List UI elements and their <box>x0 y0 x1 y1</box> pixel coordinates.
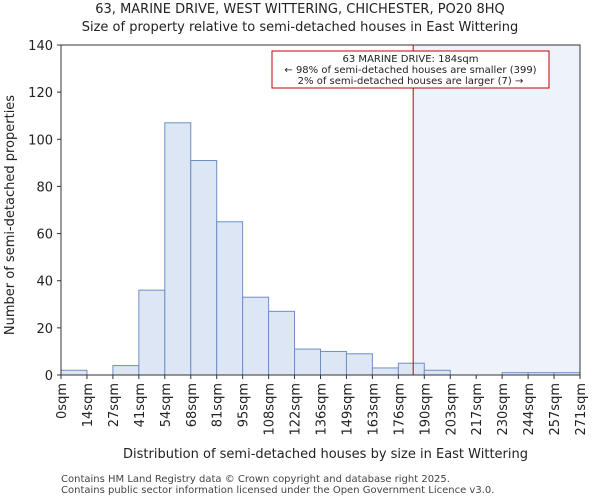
y-tick-label: 60 <box>36 228 53 243</box>
x-tick-label: 68sqm <box>185 383 200 427</box>
x-tick-label: 203sqm <box>444 383 459 436</box>
x-tick-label: 149sqm <box>340 383 355 436</box>
x-tick-label: 108sqm <box>263 383 278 436</box>
y-tick-label: 0 <box>45 369 53 384</box>
x-tick-label: 122sqm <box>289 383 304 436</box>
histogram-bar <box>164 122 192 376</box>
larger-region-shade <box>413 45 580 375</box>
chart-title-line1: 63, MARINE DRIVE, WEST WITTERING, CHICHE… <box>95 2 505 17</box>
y-tick-label: 140 <box>28 39 53 54</box>
x-tick-label: 257sqm <box>548 383 563 436</box>
x-tick-label: 14sqm <box>81 383 96 427</box>
histogram-bar <box>371 367 399 376</box>
x-tick-label: 0sqm <box>55 383 70 419</box>
histogram-bar <box>138 289 166 376</box>
histogram-bar <box>345 353 373 376</box>
y-tick-label: 120 <box>28 86 53 101</box>
x-tick-label: 244sqm <box>522 383 537 436</box>
histogram-bar <box>423 369 451 376</box>
x-tick-label: 41sqm <box>133 383 148 427</box>
histogram-bar <box>190 160 218 376</box>
histogram-bar <box>112 365 140 376</box>
x-tick-label: 176sqm <box>392 383 407 436</box>
y-tick-label: 100 <box>28 133 53 148</box>
histogram-bar <box>268 310 296 376</box>
histogram-bar <box>320 350 347 376</box>
footer-line2: Contains public sector information licen… <box>61 485 495 496</box>
histogram-bar <box>397 362 425 376</box>
x-tick-label: 190sqm <box>418 383 433 436</box>
histogram-chart: 0 20 40 60 80 100 120 140 0sqm 14sqm 27sqm 41sqm 54s… <box>3 39 589 462</box>
chart-title-line2: Size of property relative to semi-detach… <box>81 20 519 35</box>
y-tick-label: 40 <box>36 275 53 290</box>
x-tick-label: 271sqm <box>574 383 589 436</box>
annotation-line-2: ← 98% of semi-detached houses are smalle… <box>284 65 536 76</box>
y-axis-label: Number of semi-detached properties <box>3 95 18 335</box>
x-tick-label: 163sqm <box>366 383 381 436</box>
annotation-line-1: 63 MARINE DRIVE: 184sqm <box>343 54 479 65</box>
annotation-line-3: 2% of semi-detached houses are larger (7… <box>298 76 524 87</box>
y-tick-label: 20 <box>36 322 53 337</box>
annotation-box <box>271 50 550 89</box>
histogram-bar <box>60 369 88 376</box>
histogram-bar <box>216 221 244 376</box>
x-tick-label: 54sqm <box>159 383 174 427</box>
x-tick-label: 27sqm <box>107 383 122 427</box>
x-tick-label: 230sqm <box>496 383 511 436</box>
x-tick-label: 95sqm <box>237 383 252 427</box>
x-tick-label: 81sqm <box>211 383 226 427</box>
histogram-bar <box>294 348 321 376</box>
x-axis-label: Distribution of semi-detached houses by … <box>123 447 528 462</box>
histogram-bar <box>242 296 270 376</box>
y-tick-label: 80 <box>36 180 53 195</box>
x-tick-label: 136sqm <box>315 383 330 436</box>
footer-line1: Contains HM Land Registry data © Crown c… <box>61 474 450 485</box>
x-tick-label: 217sqm <box>470 383 485 436</box>
